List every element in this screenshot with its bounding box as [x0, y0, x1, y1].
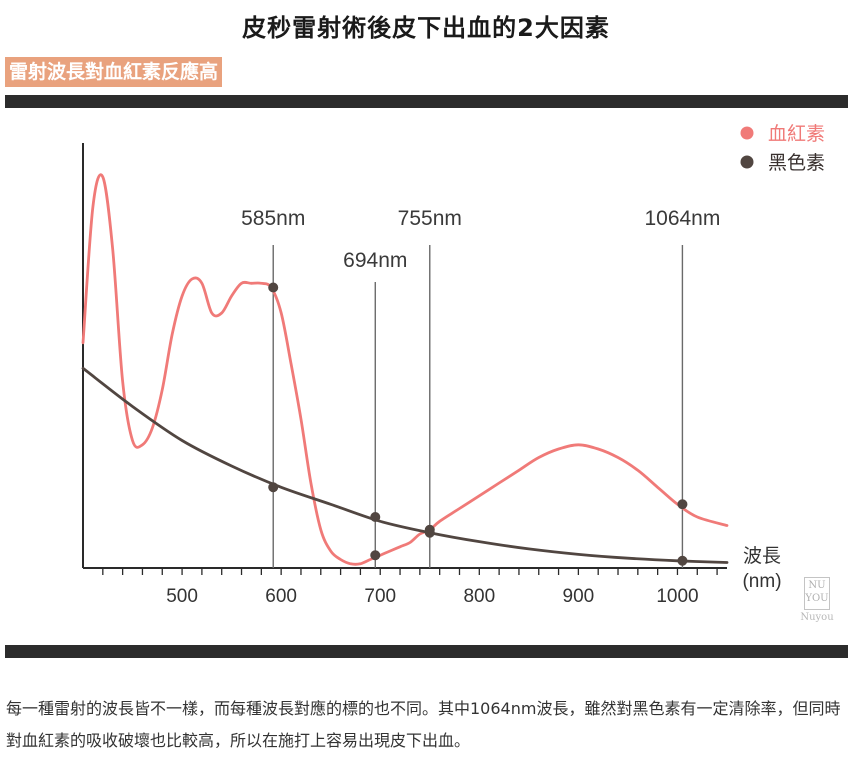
x-tick-label: 500 — [166, 586, 198, 607]
legend-label-hemoglobin: 血紅素 — [768, 123, 825, 145]
x-axis-label-line: (nm) — [742, 571, 781, 592]
wavelength-marker-label: 1064nm — [644, 207, 720, 230]
x-axis-label-line: 波長 — [743, 545, 781, 567]
data-point — [370, 550, 381, 561]
data-point — [677, 555, 688, 566]
data-point — [268, 482, 279, 493]
logo-bottom-text: YOU — [805, 593, 829, 604]
legend-label-melanin: 黑色素 — [768, 152, 825, 174]
data-point — [370, 512, 381, 522]
legend-marker-hemoglobin — [740, 126, 754, 140]
data-point — [424, 527, 435, 538]
logo-mark: NU YOU — [804, 577, 830, 610]
caption-text: 每一種雷射的波長皆不一樣，而每種波長對應的標的也不同。其中1064nm波長，雖然… — [6, 699, 841, 750]
x-tick-label: 700 — [364, 586, 396, 607]
data-point — [268, 282, 279, 293]
line-chart: 500 600 700 800 900 1000 波長 (nm) 585nm 694nm 755nm… — [81, 123, 825, 607]
x-tick-label: 1000 — [656, 586, 698, 607]
figure-bottom-bar — [5, 645, 848, 658]
hemoglobin-curve — [81, 173, 729, 566]
legend-marker-melanin — [740, 155, 754, 169]
section-label: 雷射波長對血紅素反應高 — [5, 57, 223, 87]
figure-top-bar — [5, 95, 848, 108]
wavelength-marker-label: 694nm — [343, 249, 407, 272]
wavelength-marker-label: 755nm — [398, 207, 462, 230]
logo-top-text: NU — [808, 580, 826, 591]
x-tick-label: 600 — [265, 586, 297, 607]
x-tick-label: 800 — [463, 586, 495, 607]
data-point — [677, 499, 688, 510]
wavelength-marker-label: 585nm — [241, 207, 305, 230]
melanin-curve — [81, 366, 729, 564]
x-tick-label: 900 — [563, 586, 595, 607]
chart-figure: 500 600 700 800 900 1000 波長 (nm) 585nm 694nm 755nm… — [5, 95, 848, 658]
logo-text: Nuyou — [800, 612, 834, 623]
page-title: 皮秒雷射術後皮下出血的2大因素 — [242, 14, 610, 42]
brand-logo: NU YOU Nuyou — [797, 577, 837, 623]
